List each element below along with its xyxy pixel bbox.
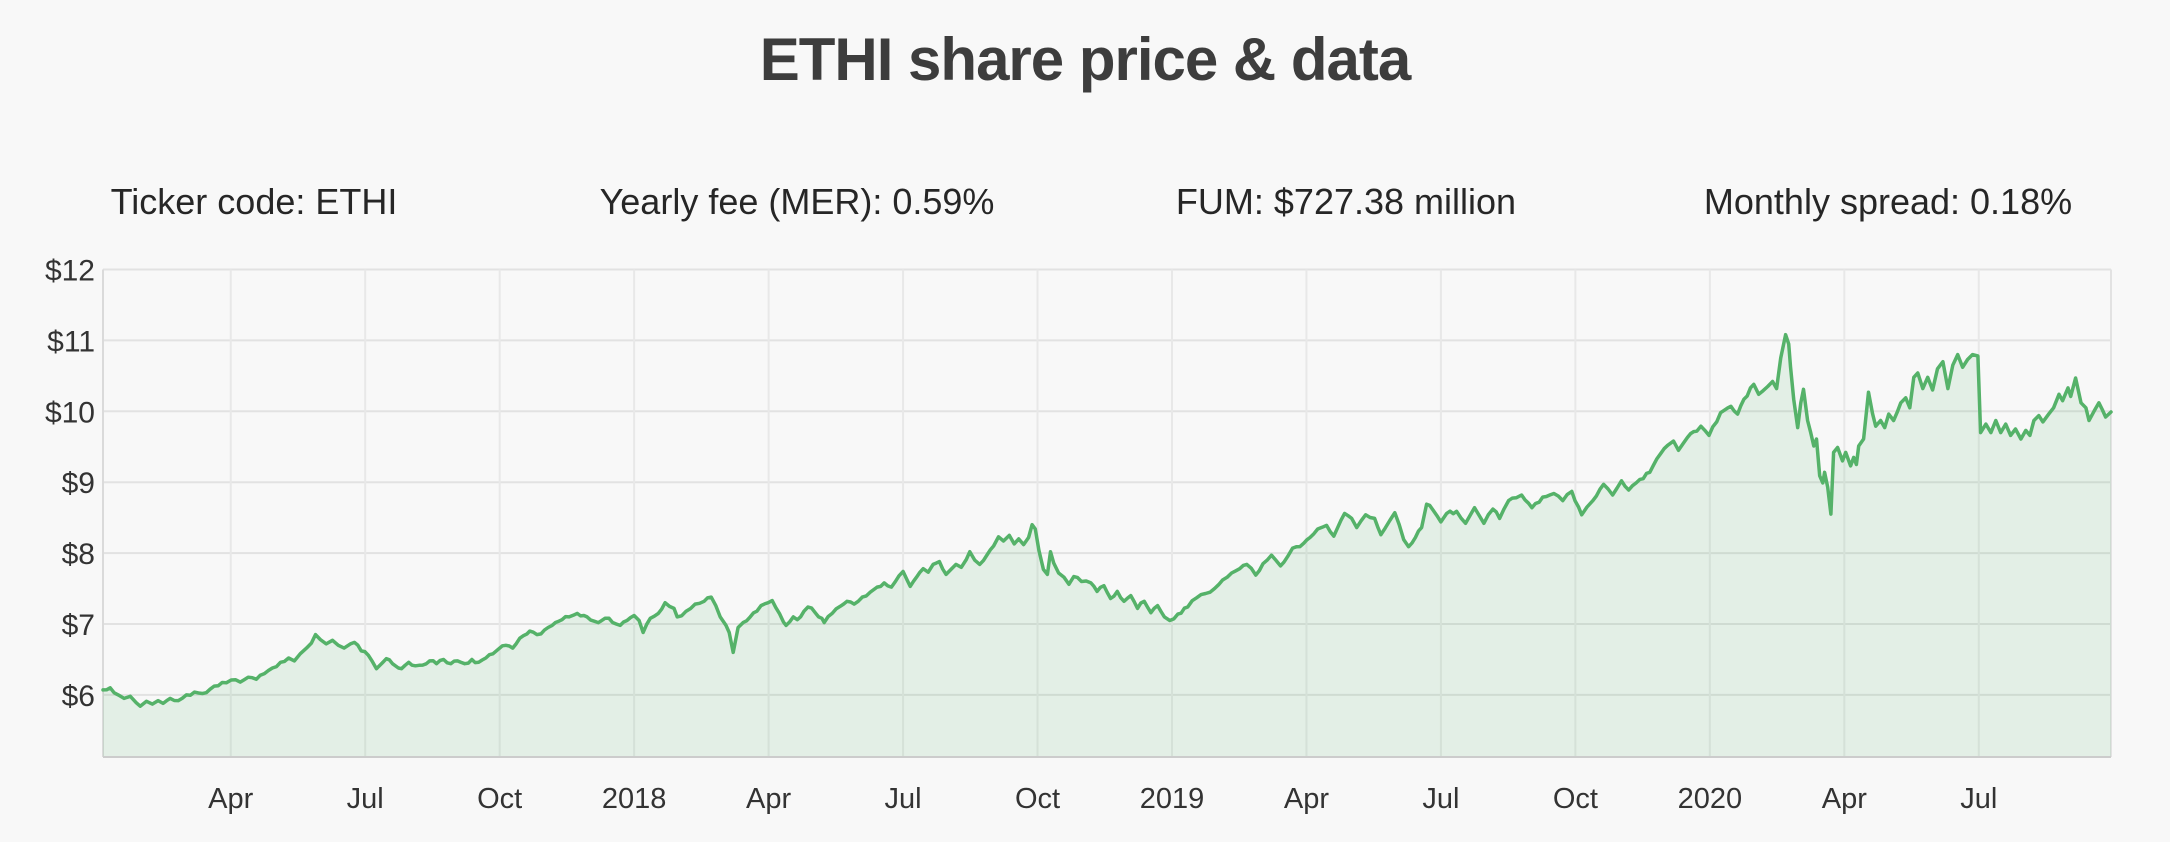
x-axis-label: Oct [477, 783, 522, 815]
x-axis-label: Apr [746, 783, 791, 815]
x-axis-label: Oct [1553, 783, 1598, 815]
y-axis-label: $8 [62, 538, 95, 571]
x-axis-label: 2019 [1140, 783, 1205, 815]
x-axis-label: Jul [347, 783, 384, 815]
price-line [101, 332, 2113, 708]
stat-fum: FUM: $727.38 million [1175, 181, 1517, 222]
y-axis-label: $11 [47, 325, 95, 358]
x-axis-label: 2018 [602, 783, 667, 815]
stat-monthly-spread: Monthly spread: 0.18% [1703, 181, 2073, 222]
x-axis-label: Apr [1822, 783, 1867, 815]
x-axis-label: Jul [1422, 783, 1459, 815]
x-axis-label: Apr [208, 783, 253, 815]
y-axis-label: $7 [62, 609, 95, 642]
stat-ticker-code: Ticker code: ETHI [110, 181, 398, 222]
price-area [103, 334, 2111, 757]
page-title: ETHI share price & data [759, 26, 1412, 93]
x-axis-label: Apr [1284, 783, 1329, 815]
y-axis-label: $12 [45, 255, 95, 288]
stat-yearly-fee: Yearly fee (MER): 0.59% [599, 181, 995, 222]
y-axis-label: $10 [45, 396, 95, 429]
stats-row: Ticker code: ETHI Yearly fee (MER): 0.59… [0, 184, 2170, 228]
x-axis-label: 2020 [1678, 783, 1743, 815]
y-axis-label: $9 [62, 467, 95, 500]
y-axis-label: $6 [62, 680, 95, 713]
x-axis-label: Jul [885, 783, 922, 815]
x-axis-label: Oct [1015, 783, 1060, 815]
x-axis-label: Jul [1960, 783, 1997, 815]
